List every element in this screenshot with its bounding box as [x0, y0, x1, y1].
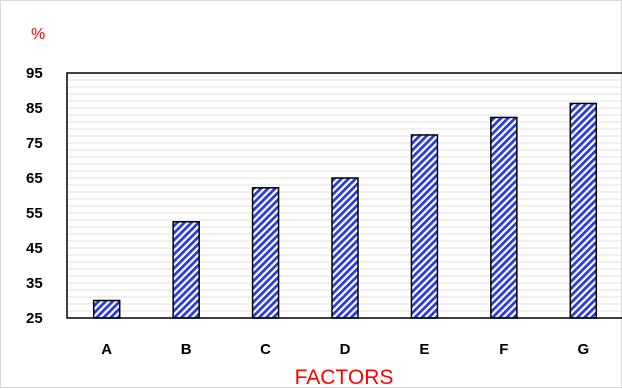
y-tick-label: 95 [26, 65, 43, 82]
y-tick-label: 55 [26, 205, 43, 222]
x-tick-label-b: B [181, 341, 192, 358]
y-tick-label: 65 [26, 170, 43, 187]
bar-e [410, 134, 439, 319]
y-tick-label: 25 [26, 310, 43, 327]
x-tick-label-c: C [260, 341, 271, 358]
axes [66, 72, 622, 319]
y-tick-label: 35 [26, 275, 43, 292]
x-tick-label-e: E [419, 341, 429, 358]
y-tick-labels: 25 35 45 55 65 75 85 95 [26, 65, 43, 327]
y-tick-label: 75 [26, 135, 43, 152]
bar-f [490, 116, 518, 319]
x-tick-label-f: F [499, 341, 508, 358]
bar-a [92, 299, 121, 319]
bar-b [172, 221, 200, 319]
x-tick-label-a: A [101, 341, 112, 358]
x-axis-title: FACTORS [295, 366, 394, 389]
y-axis-unit-label: % [31, 26, 45, 43]
bar-d [331, 177, 359, 319]
bars [92, 102, 598, 319]
x-tick-label-d: D [340, 341, 351, 358]
y-tick-label: 45 [26, 240, 43, 257]
bar-g [569, 102, 598, 319]
x-tick-label-g: G [577, 341, 589, 358]
plot-area-border [66, 72, 622, 319]
bar-c [251, 187, 280, 319]
x-tick-labels: A B C D E F G [101, 341, 589, 358]
y-tick-label: 85 [26, 100, 43, 117]
